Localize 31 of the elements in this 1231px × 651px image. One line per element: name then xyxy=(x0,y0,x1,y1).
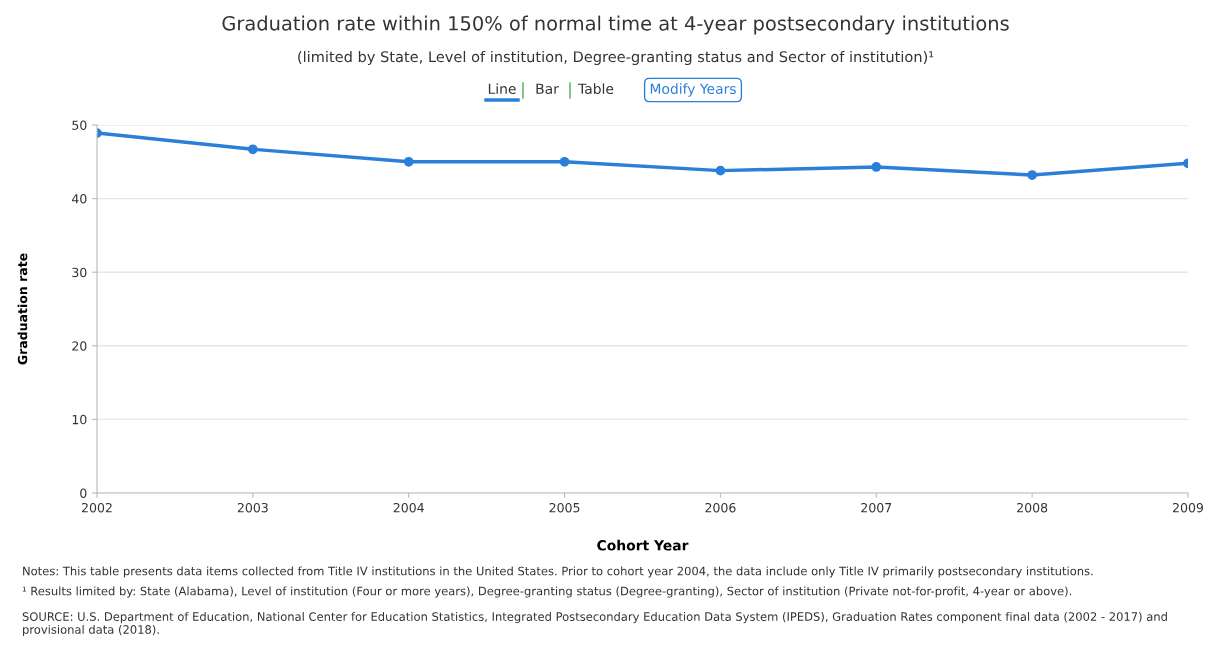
point xyxy=(1027,170,1038,180)
chart-subtitle: (limited by State, Level of institution, Degree-granting status and Sector of institution)¹ xyxy=(298,50,934,66)
text: Modify Years xyxy=(650,83,736,97)
y-tick-label: 40 xyxy=(71,194,87,204)
text: Table xyxy=(578,83,614,95)
point xyxy=(715,165,726,176)
point xyxy=(559,156,570,167)
point xyxy=(871,162,882,172)
x-tick-label: 2005 xyxy=(549,502,580,513)
x-tick-label: 2003 xyxy=(237,502,268,513)
text: Line xyxy=(488,83,516,95)
x-tick-label: 2007 xyxy=(861,502,892,513)
x-tick-label: 2006 xyxy=(705,502,736,513)
source-note: SOURCE: U.S. Department of Education, National Center for Education Statistics, Integrated Postsecondary Education Data System (IPEDS), Graduation Rates component final data (2002 - 2017) and provisional data (2018). xyxy=(22,612,1167,637)
y-tick-label: 10 xyxy=(72,414,87,425)
x-axis-title: Cohort Year xyxy=(597,539,689,551)
text: Bar xyxy=(536,83,559,95)
x-tick-label: 2009 xyxy=(1173,502,1204,513)
chart-title: Graduation rate within 150% of normal time at 4-year postsecondary institutions xyxy=(222,15,1009,35)
x-tick-label: 2008 xyxy=(1017,502,1048,513)
point xyxy=(403,156,414,167)
text: Notes: This table presents data items collected from Title IV institutions in the United States. Prior to cohort year 2004, the data include only Title IV primarily postsecondary institutions. xyxy=(23,566,1093,578)
text: ¹ Results limited by: State (Alabama), Level of institution (Four or more years), Degree-granting status (Degree-granting), Sector of institution (Private not-for-profit, 4-year or above). xyxy=(22,586,1072,598)
y-tick-label: 50 xyxy=(72,120,87,130)
x-tick-label: 2002 xyxy=(82,502,112,513)
y-tick-label: 30 xyxy=(72,267,87,278)
y-axis-title: Graduation rate xyxy=(17,253,28,365)
point xyxy=(247,144,258,155)
y-tick-label: 0 xyxy=(80,488,87,498)
y-tick-label: 20 xyxy=(72,341,87,351)
x-tick-label: 2004 xyxy=(393,502,424,513)
